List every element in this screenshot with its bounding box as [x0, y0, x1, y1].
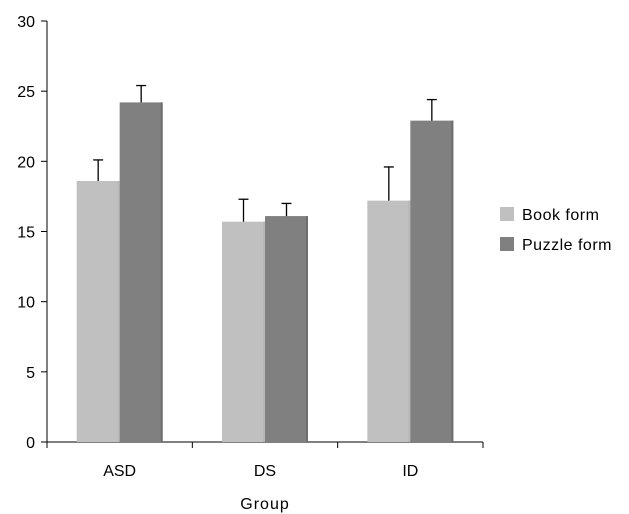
y-tick-label: 15 — [17, 225, 35, 242]
bar-edge — [408, 200, 411, 442]
y-tick-label: 20 — [17, 154, 35, 171]
bar — [410, 120, 454, 443]
y-tick-label: 30 — [17, 14, 35, 31]
bar — [119, 102, 163, 442]
y-tick-label: 0 — [26, 435, 35, 452]
legend-label: Puzzle form — [522, 237, 612, 254]
bar-edge — [306, 216, 308, 442]
bar-edge — [160, 102, 163, 442]
x-tick-label: DS — [254, 463, 276, 480]
y-tick-label: 25 — [17, 84, 35, 101]
bar — [76, 180, 120, 443]
legend-label: Book form — [522, 207, 599, 224]
bar — [222, 221, 265, 442]
legend: Book form Puzzle form — [500, 207, 612, 254]
x-tick-label: ID — [402, 463, 418, 480]
bar-edge — [117, 180, 120, 443]
bar — [265, 216, 308, 442]
bar-edge — [263, 221, 265, 442]
y-tick-label: 5 — [26, 365, 35, 382]
legend-swatch — [500, 237, 514, 251]
axes: 0 5 10 15 20 25 30 ASD DS ID — [17, 14, 484, 480]
y-tick-label: 10 — [17, 295, 35, 312]
x-tick-label: ASD — [103, 463, 136, 480]
bars — [76, 84, 454, 443]
x-axis-title: Group — [240, 496, 289, 513]
bar-edge — [451, 120, 454, 443]
bar — [367, 200, 411, 442]
legend-swatch — [500, 207, 514, 221]
